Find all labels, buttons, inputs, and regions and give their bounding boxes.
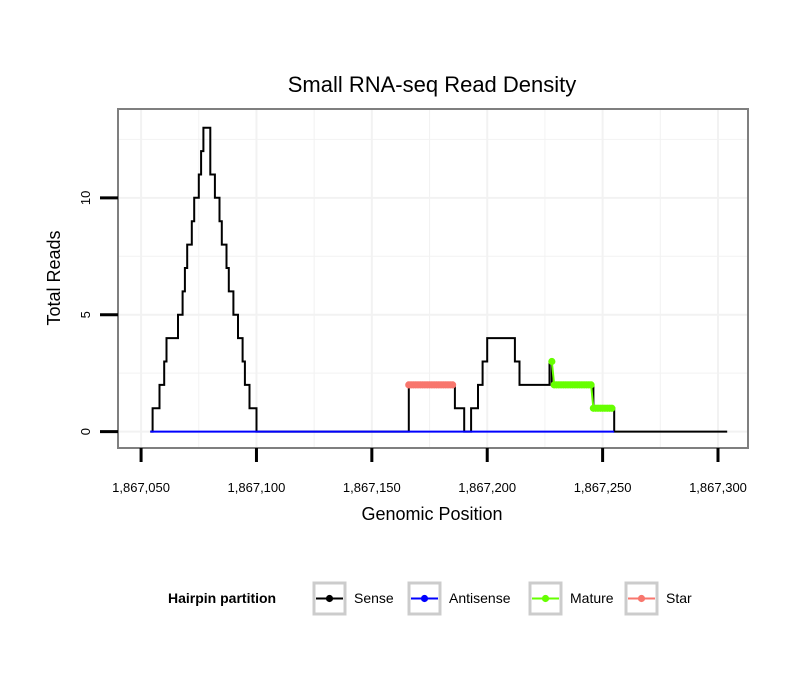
x-axis-title: Genomic Position bbox=[361, 504, 502, 524]
series-star bbox=[405, 381, 457, 389]
legend-label-star: Star bbox=[666, 590, 692, 606]
legend-key-point bbox=[541, 594, 550, 603]
legend-item-mature: Mature bbox=[528, 581, 614, 616]
axes: 1,867,050 1,867,100 1,867,150 1,867,200 1,86… bbox=[78, 191, 747, 495]
series-sense bbox=[150, 126, 728, 433]
data-point-mature bbox=[608, 404, 616, 412]
legend-label-sense: Sense bbox=[354, 590, 394, 606]
data-point-mature bbox=[548, 357, 556, 366]
chart-title: Small RNA-seq Read Density bbox=[288, 72, 577, 97]
y-tick-label: 5 bbox=[78, 311, 93, 318]
legend-key-point bbox=[325, 594, 334, 603]
plot-panel bbox=[118, 109, 748, 448]
data-point-star bbox=[449, 381, 457, 389]
x-tick-label: 1,867,150 bbox=[343, 480, 401, 495]
x-tick-label: 1,867,200 bbox=[458, 480, 516, 495]
legend-title: Hairpin partition bbox=[168, 590, 276, 606]
y-tick-label: 10 bbox=[78, 191, 93, 205]
series-line-sense bbox=[150, 126, 728, 433]
y-axis-title: Total Reads bbox=[44, 230, 64, 325]
legend-key-point bbox=[637, 594, 646, 603]
series-layer bbox=[150, 126, 728, 433]
x-tick-label: 1,867,050 bbox=[112, 480, 170, 495]
legend: Hairpin partition Sense Antisense Mature St… bbox=[168, 581, 692, 616]
series-mature bbox=[548, 357, 616, 412]
x-tick-label: 1,867,100 bbox=[228, 480, 286, 495]
y-tick-label: 0 bbox=[78, 428, 93, 435]
x-tick-label: 1,867,300 bbox=[689, 480, 747, 495]
legend-label-antisense: Antisense bbox=[449, 590, 511, 606]
legend-label-mature: Mature bbox=[570, 590, 614, 606]
legend-item-star: Star bbox=[624, 581, 692, 616]
data-point-mature bbox=[587, 381, 595, 389]
legend-key-point bbox=[420, 594, 429, 603]
x-tick-label: 1,867,250 bbox=[574, 480, 632, 495]
plot-border bbox=[117, 108, 749, 449]
legend-item-sense: Sense bbox=[312, 581, 394, 616]
legend-item-antisense: Antisense bbox=[407, 581, 511, 616]
